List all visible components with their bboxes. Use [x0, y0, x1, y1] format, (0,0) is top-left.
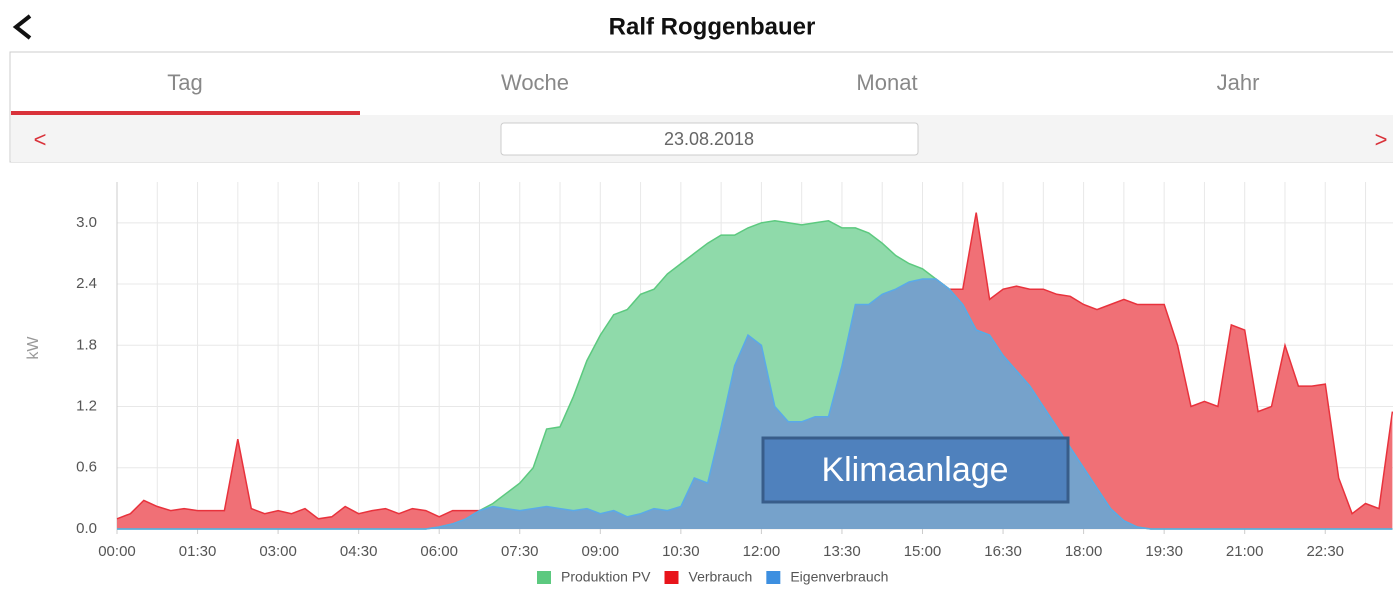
date: 23.08.2018 — [664, 129, 754, 149]
y-axis-label: kW — [25, 336, 42, 360]
x-tick-label: 12:00 — [743, 543, 781, 560]
header-title: Ralf Roggenbauer — [609, 13, 816, 40]
x-tick-label: 04:30 — [340, 543, 378, 560]
x-tick-label: 01:30 — [179, 543, 217, 560]
plot: 0.0 0.6 1.2 1.8 2.4 3.0 00:00 01:30 03:00 04:30 06… — [76, 182, 1393, 560]
legend-label: Verbrauch — [689, 569, 753, 585]
legend-label: Eigenverbrauch — [790, 569, 888, 585]
tab[interactable]: Jahr — [1217, 70, 1260, 95]
y-tick-label: 1.8 — [76, 336, 97, 353]
back-button[interactable] — [12, 14, 32, 40]
overlay: Klimaanlage — [761, 436, 1070, 504]
annotation: Klimaanlage — [821, 451, 1008, 489]
y-tick-label: 3.0 — [76, 214, 97, 231]
y-tick-label: 0.6 — [76, 459, 97, 476]
tab[interactable]: Woche — [501, 70, 569, 95]
y-tick-label: 1.2 — [76, 397, 97, 414]
x-tick-label: 00:00 — [98, 543, 136, 560]
x-tick-label: 22:30 — [1306, 543, 1344, 560]
x-tick-label: 16:30 — [984, 543, 1022, 560]
prev-day[interactable]: < — [34, 127, 47, 152]
x-tick-label: 18:00 — [1065, 543, 1103, 560]
x-tick-label: 09:00 — [582, 543, 620, 560]
x-tick-label: 13:30 — [823, 543, 861, 560]
y-tick-label: 0.0 — [76, 520, 97, 537]
x-tick-label: 10:30 — [662, 543, 700, 560]
area-line — [117, 278, 1393, 530]
legend-label: Produktion PV — [561, 569, 651, 585]
tab[interactable]: Tag — [167, 70, 202, 95]
x-tick-label: 03:00 — [259, 543, 297, 560]
legend-swatch — [664, 571, 679, 584]
annotation-box — [761, 436, 1070, 504]
x-tick-label: 21:00 — [1226, 543, 1264, 560]
y-tick-label: 2.4 — [76, 275, 97, 292]
tab[interactable]: Monat — [856, 70, 917, 95]
legend-swatch — [537, 571, 551, 584]
area — [117, 279, 1393, 529]
active-tab-underline — [11, 111, 360, 115]
next-day[interactable]: > — [1375, 127, 1388, 152]
x-tick-label: 07:30 — [501, 543, 539, 560]
x-tick-label: 06:00 — [420, 543, 458, 560]
legend-swatch — [766, 571, 781, 584]
x-tick-label: 15:00 — [904, 543, 942, 560]
x-tick-label: 19:30 — [1145, 543, 1183, 560]
date-box[interactable] — [500, 122, 919, 156]
